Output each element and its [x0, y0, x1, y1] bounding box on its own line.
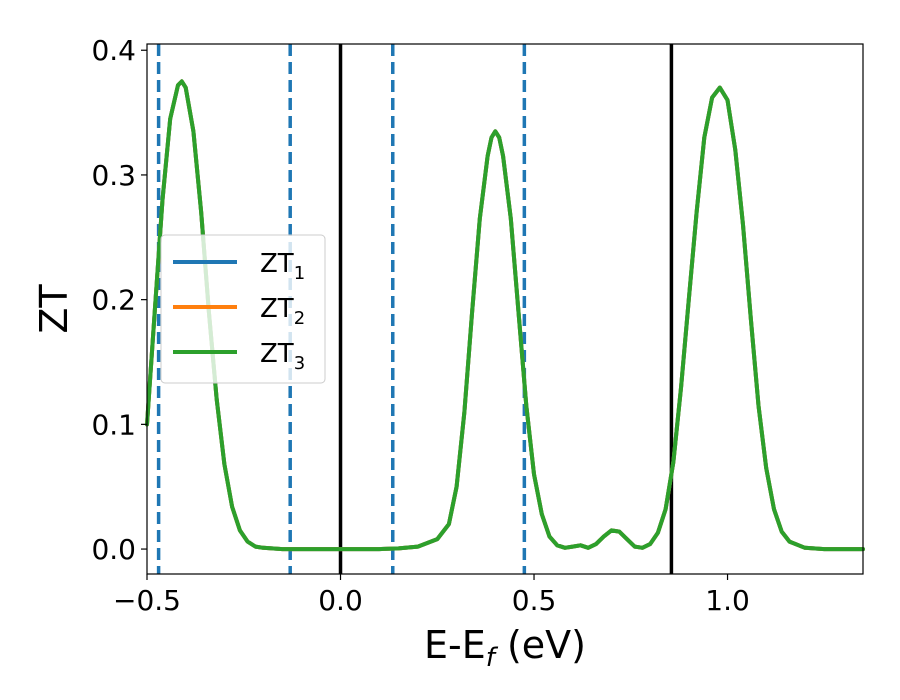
x-tick-label: 1.0: [705, 584, 750, 617]
axis-ticks: −0.5 0.0 0.5 1.0 0.0 0.1 0.2 0.3 0.4: [91, 34, 749, 617]
x-axis-title-main: E-E: [424, 623, 486, 667]
x-axis-title-unit: (eV): [495, 623, 586, 667]
x-axis-title: E-Ef (eV): [424, 623, 586, 673]
legend: ZT1 ZT2 ZT3: [160, 234, 326, 384]
series-line-3: [145, 79, 865, 552]
y-tick-label: 0.2: [91, 284, 136, 317]
y-axis-title: ZT: [32, 284, 76, 334]
y-tick-label: 0.0: [91, 533, 136, 566]
plot-frame: [146, 43, 864, 575]
series-lines: [145, 79, 865, 552]
x-tick-label: 0.5: [512, 584, 557, 617]
legend-label-2: ZT2: [260, 294, 305, 329]
y-tick-label: 0.3: [91, 159, 136, 192]
legend-label-3: ZT3: [260, 339, 305, 374]
legend-label-1: ZT1: [260, 249, 305, 284]
y-tick-label: 0.1: [91, 408, 136, 441]
x-tick-label: 0.0: [318, 584, 363, 617]
legend-box: [160, 234, 326, 384]
y-tick-label: 0.4: [91, 34, 136, 67]
x-tick-label: −0.5: [113, 584, 181, 617]
